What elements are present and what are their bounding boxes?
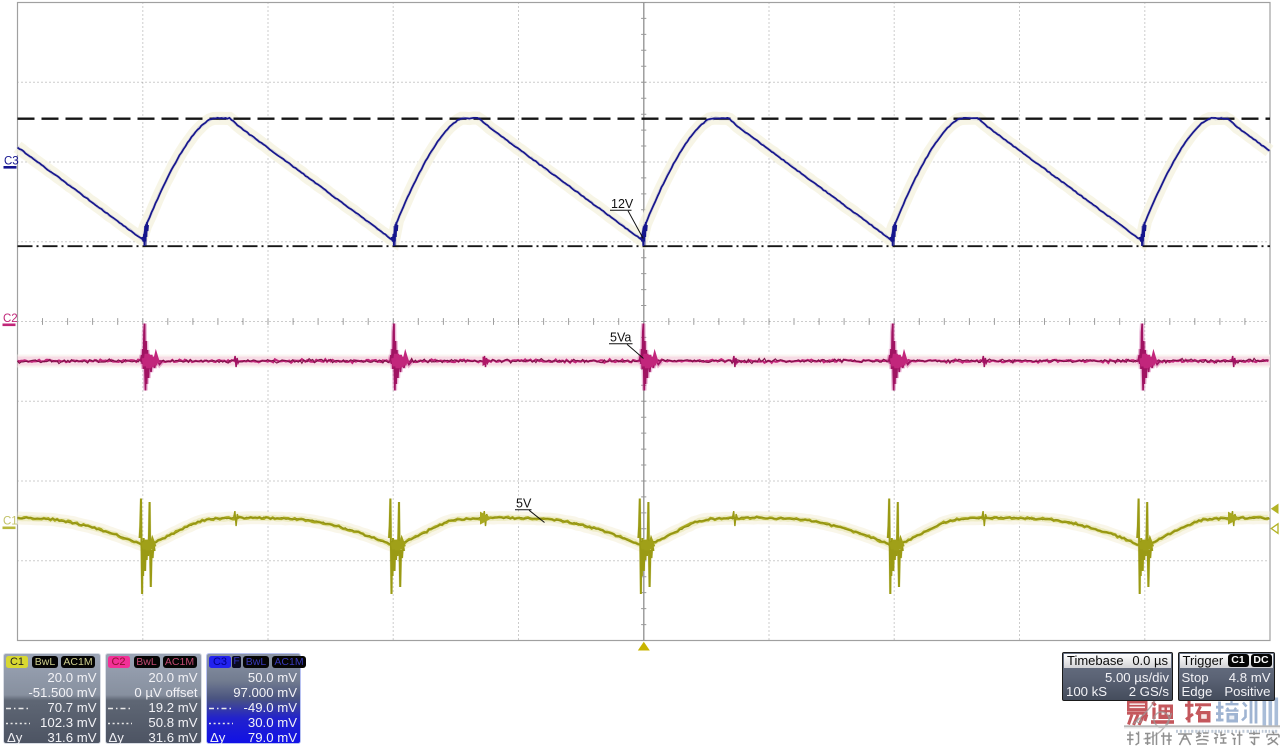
svg-text:12V: 12V [611,197,634,211]
svg-text:C3: C3 [4,156,19,168]
svg-text:5V: 5V [516,497,532,511]
svg-text:C2: C2 [3,313,18,325]
svg-text:C1: C1 [3,516,18,528]
svg-text:5Va: 5Va [610,331,631,345]
